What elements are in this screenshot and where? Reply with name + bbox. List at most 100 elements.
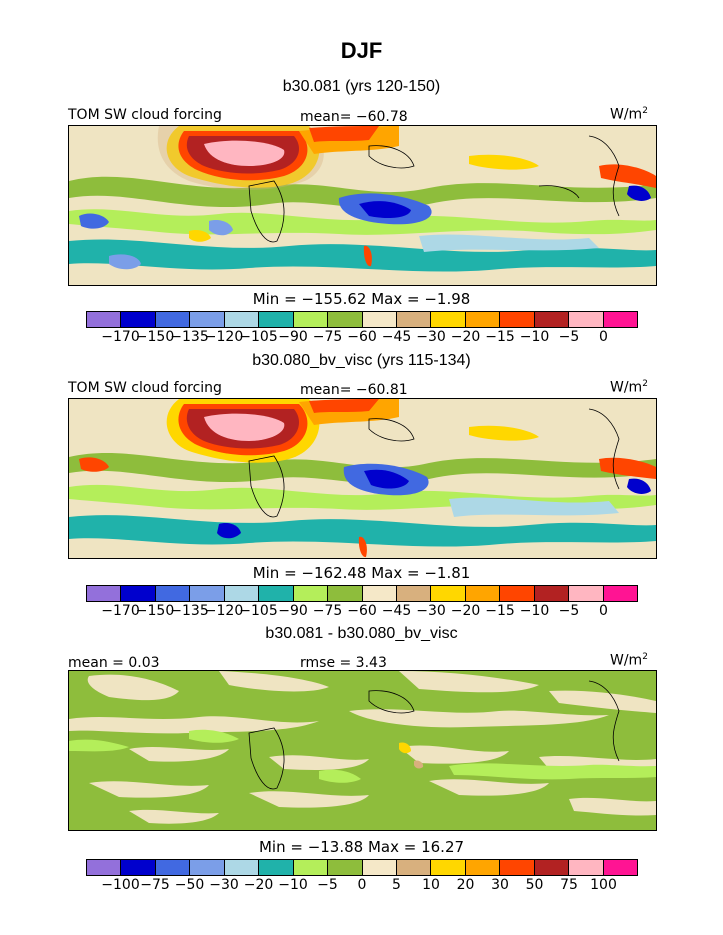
- colorbar-swatch: [500, 860, 535, 875]
- colorbar-swatch: [259, 312, 294, 327]
- panel-3-map: [68, 670, 657, 831]
- colorbar-swatch: [534, 586, 570, 601]
- colorbar-tick-label: −15: [485, 603, 515, 619]
- colorbar-swatch: [155, 312, 191, 327]
- colorbar-swatch: [155, 860, 191, 875]
- panel-1-title: b30.081 (yrs 120-150): [282, 78, 441, 95]
- colorbar-tick-label: −10: [519, 603, 550, 619]
- colorbar-tick-label: −120: [204, 603, 244, 619]
- colorbar-tick-label: −20: [243, 877, 274, 893]
- panel-1-map: [68, 125, 657, 286]
- colorbar-swatch: [603, 860, 637, 875]
- colorbar-tick-label: −50: [174, 877, 205, 893]
- colorbar-swatch: [121, 312, 156, 327]
- colorbar-swatch: [465, 312, 501, 327]
- panel-2-colorbar-ticks: −170 −150 −135 −120 −105 −90 −75 −60 −45 −30 −20 −1…: [86, 603, 638, 619]
- colorbar-tick-label: 0: [599, 603, 608, 619]
- panel-2-contour-field: [69, 399, 656, 558]
- colorbar-tick-label: 75: [560, 877, 578, 893]
- colorbar-tick-label: −45: [381, 329, 412, 345]
- colorbar-tick-label: 5: [392, 877, 401, 893]
- colorbar-tick-label: 30: [491, 877, 509, 893]
- colorbar-tick-label: 20: [456, 877, 475, 893]
- colorbar-tick-label: −90: [278, 603, 308, 619]
- colorbar-swatch: [293, 860, 329, 875]
- colorbar-swatch: [465, 860, 501, 875]
- colorbar-swatch: [259, 860, 294, 875]
- panel-3-min-max: Min = −13.88 Max = 16.27: [258, 838, 465, 856]
- colorbar-swatch: [362, 586, 397, 601]
- colorbar-swatch: [569, 312, 604, 327]
- colorbar-swatch: [293, 586, 329, 601]
- colorbar-swatch: [224, 586, 260, 601]
- panel-3-colorbar-ticks: −100 −75 −50 −30 −20 −10 −5 0 5 10 20 30 50 75 100: [86, 877, 638, 893]
- colorbar-swatch: [259, 586, 294, 601]
- panel-1-contour-field: [69, 126, 656, 285]
- colorbar-tick-label: −75: [140, 877, 170, 893]
- panel-1-units: W/m2: [610, 106, 648, 123]
- colorbar-tick-label: 50: [525, 877, 544, 893]
- colorbar-tick-label: −20: [450, 329, 481, 345]
- colorbar-tick-label: −75: [312, 603, 343, 619]
- colorbar-tick-label: −90: [278, 329, 308, 345]
- colorbar-swatch: [190, 586, 225, 601]
- colorbar-tick-label: −135: [170, 329, 209, 345]
- colorbar-swatch: [569, 860, 604, 875]
- colorbar-swatch: [534, 860, 570, 875]
- colorbar-tick-label: −45: [381, 603, 412, 619]
- colorbar-swatch: [569, 586, 604, 601]
- colorbar-swatch: [603, 312, 637, 327]
- colorbar-tick-label: −5: [317, 877, 338, 893]
- colorbar-tick-label: −30: [209, 877, 239, 893]
- panel-2-map: [68, 398, 657, 559]
- colorbar-tick-label: −105: [239, 329, 278, 345]
- colorbar-tick-label: −30: [416, 329, 446, 345]
- colorbar-swatch: [603, 586, 637, 601]
- panel-3-units: W/m2: [610, 652, 648, 669]
- colorbar-swatch: [465, 586, 501, 601]
- colorbar-swatch: [224, 860, 260, 875]
- colorbar-swatch: [87, 312, 122, 327]
- colorbar-tick-label: 0: [599, 329, 608, 345]
- colorbar-swatch: [396, 860, 432, 875]
- colorbar-swatch: [396, 586, 432, 601]
- colorbar-swatch: [190, 860, 225, 875]
- figure-title: DJF: [340, 38, 383, 63]
- colorbar-swatch: [534, 312, 570, 327]
- panel-2-variable-label: TOM SW cloud forcing: [68, 380, 222, 396]
- colorbar-tick-label: 100: [590, 877, 617, 893]
- colorbar-tick-label: −5: [558, 329, 580, 345]
- colorbar-swatch: [362, 860, 397, 875]
- colorbar-tick-label: −120: [204, 329, 244, 345]
- panel-2-title: b30.080_bv_visc (yrs 115-134): [252, 352, 471, 369]
- colorbar-swatch: [87, 860, 122, 875]
- panel-3-contour-field: [69, 671, 656, 830]
- colorbar-swatch: [224, 312, 260, 327]
- colorbar-tick-label: −20: [450, 603, 481, 619]
- panel-3-title: b30.081 - b30.080_bv_visc: [265, 625, 458, 642]
- colorbar-tick-label: −105: [239, 603, 278, 619]
- colorbar-swatch: [328, 860, 363, 875]
- colorbar-swatch: [328, 312, 363, 327]
- colorbar-swatch: [87, 586, 122, 601]
- panel-1-min-max: Min = −155.62 Max = −1.98: [252, 290, 471, 308]
- colorbar-tick-label: −30: [416, 603, 446, 619]
- colorbar-tick-label: −170: [101, 329, 140, 345]
- colorbar-tick-label: −75: [312, 329, 343, 345]
- panel-2-min-max: Min = −162.48 Max = −1.81: [252, 564, 471, 582]
- panel-3-mean-label: mean = 0.03: [68, 655, 160, 671]
- colorbar-swatch: [500, 586, 535, 601]
- colorbar-tick-label: −135: [170, 603, 209, 619]
- colorbar-tick-label: −150: [135, 603, 175, 619]
- colorbar-swatch: [121, 586, 156, 601]
- colorbar-tick-label: 10: [422, 877, 440, 893]
- colorbar-swatch: [155, 586, 191, 601]
- colorbar-tick-label: −5: [558, 603, 580, 619]
- colorbar-tick-label: −170: [101, 603, 140, 619]
- colorbar-tick-label: −150: [135, 329, 175, 345]
- colorbar-tick-label: −15: [485, 329, 515, 345]
- panel-3-colorbar: [86, 859, 638, 876]
- colorbar-swatch: [431, 586, 466, 601]
- panel-2-mean-label: mean= −60.81: [300, 382, 408, 398]
- colorbar-tick-label: −10: [278, 877, 308, 893]
